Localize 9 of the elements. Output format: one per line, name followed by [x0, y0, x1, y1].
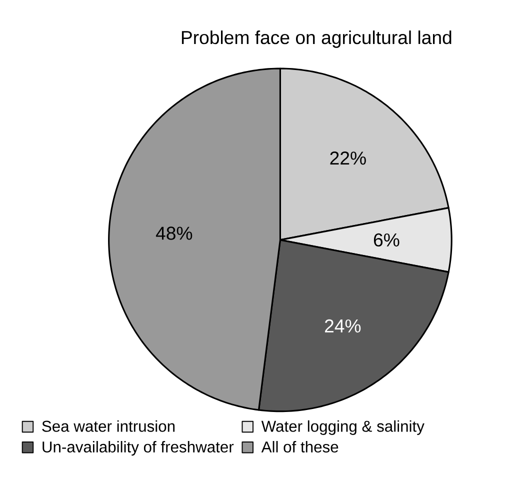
data-label: 22%: [330, 151, 366, 164]
data-label: 6%: [374, 233, 400, 246]
legend-label: All of these: [261, 440, 338, 452]
legend-label: Water logging & salinity: [261, 420, 424, 435]
chart-title: Problem face on agricultural land: [182, 30, 452, 48]
data-label: 48%: [156, 226, 192, 240]
data-label: 24%: [324, 319, 361, 332]
legend-label: Un-availability of freshwater: [42, 440, 234, 456]
legend-label: Sea water intrusion: [42, 420, 175, 432]
